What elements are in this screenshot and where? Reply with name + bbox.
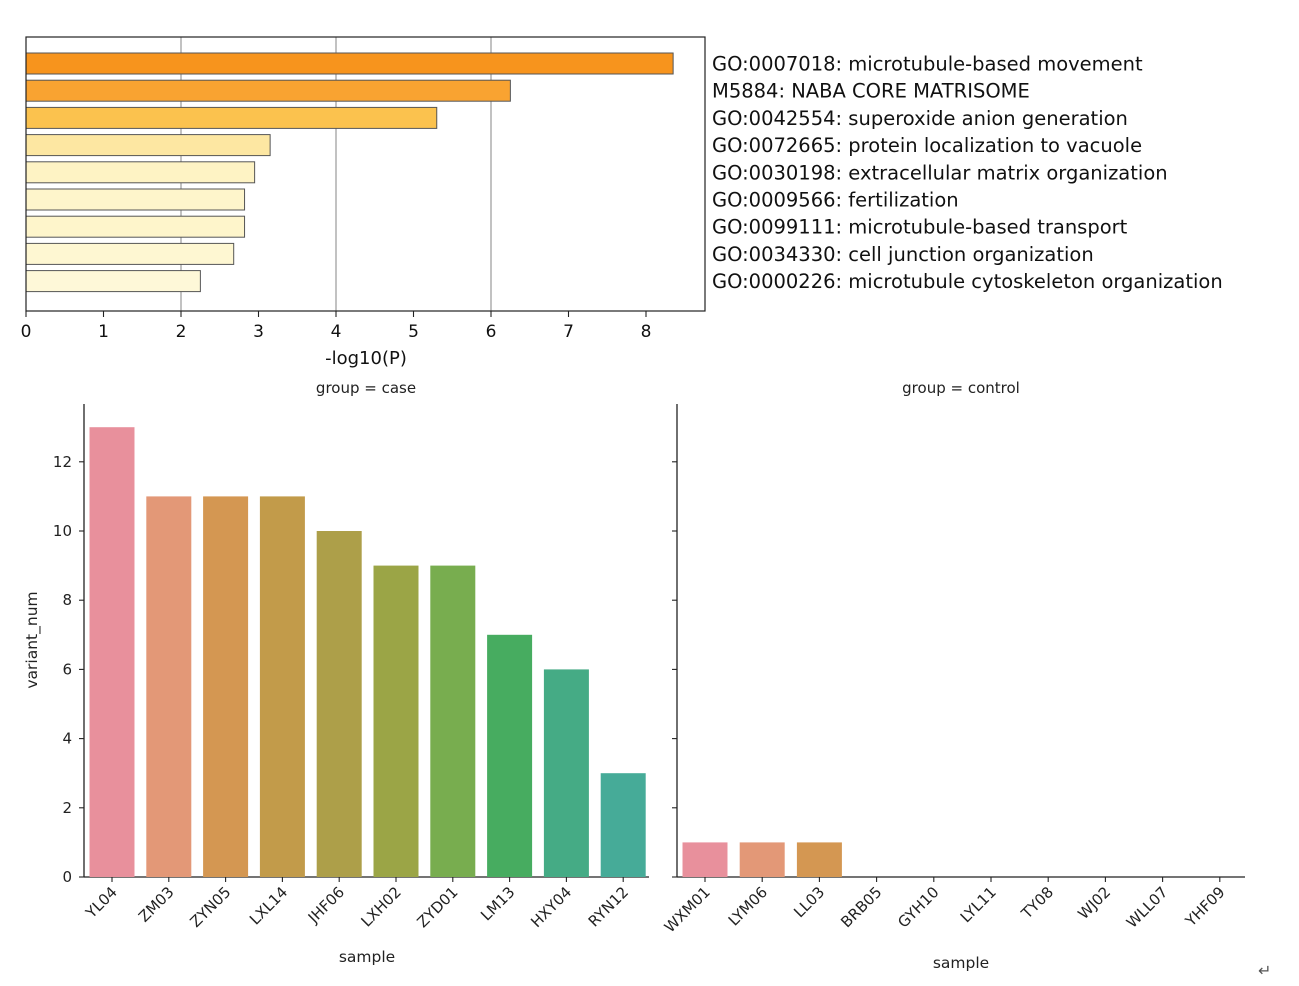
sample-label: WXM01 (661, 883, 714, 936)
x-tick-label: 7 (563, 322, 574, 342)
enrichment-term-label: GO:0072665: protein localization to vacu… (712, 134, 1142, 157)
control-group-bar-chart: group = control WXM01 LYM06 LL03 BRB05 GYH10… (661, 379, 1245, 972)
sample-label: GYH10 (894, 883, 942, 931)
sample-label: LM13 (477, 883, 518, 924)
enrichment-term-label: GO:0034330: cell junction organization (712, 243, 1094, 266)
control-x-ticks: WXM01 LYM06 LL03 BRB05 GYH10 LYL11 TY08 WJ02 WLL… (661, 877, 1229, 936)
control-y-ticks (672, 461, 677, 878)
x-tick-label: 4 (331, 322, 342, 342)
sample-label: BRB05 (837, 883, 885, 931)
control-panel-title: group = control (902, 379, 1020, 397)
sample-label: WJ02 (1074, 883, 1114, 923)
sample-bar (682, 842, 728, 877)
enrichment-term-label: GO:0042554: superoxide anion generation (712, 107, 1128, 130)
sample-label: TY08 (1017, 883, 1057, 923)
sample-label: ZYD01 (413, 883, 461, 931)
sample-label: JHF06 (304, 883, 348, 927)
x-tick-label: 3 (253, 322, 264, 342)
x-tick-label: 6 (486, 322, 497, 342)
sample-bar (373, 565, 419, 877)
sample-label: LL03 (790, 883, 828, 921)
sample-bar (203, 496, 249, 877)
enrichment-bar (25, 270, 201, 293)
x-tick-label: 8 (641, 322, 652, 342)
enrichment-bars (25, 52, 674, 293)
x-tick-label: 5 (408, 322, 419, 342)
enrichment-bar (25, 134, 271, 157)
sample-label: LYM06 (725, 883, 771, 929)
y-tick-label: 10 (53, 522, 72, 540)
x-tick-label: 2 (176, 322, 187, 342)
enrichment-term-label: GO:0099111: microtubule-based transport (712, 216, 1128, 239)
sample-bar (316, 531, 362, 877)
enrichment-bar (25, 188, 246, 211)
case-x-ticks: YL04 ZM03 ZYN05 LXL14 JHF06 LXH02 ZYD01 LM13 HXY… (82, 877, 632, 931)
sample-label: LYL11 (957, 883, 1000, 926)
y-tick-label: 8 (62, 591, 72, 609)
enrichment-bar (25, 52, 674, 75)
case-y-axis-label: variant_num (23, 591, 42, 688)
control-bars (682, 842, 842, 877)
sample-bar (796, 842, 842, 877)
case-y-ticks: 0 2 4 6 8 10 12 (53, 453, 84, 886)
return-mark-icon: ↵ (1258, 961, 1271, 980)
sample-label: ZYN05 (187, 883, 235, 931)
enrichment-term-label: GO:0030198: extracellular matrix organiz… (712, 161, 1168, 184)
sample-label: HXY04 (527, 883, 575, 931)
x-tick-label: 0 (21, 322, 32, 342)
enrichment-term-label: GO:0007018: microtubule-based movement (712, 53, 1143, 76)
enrichment-bar (25, 79, 511, 102)
sample-bar (89, 427, 135, 877)
sample-bar (739, 842, 785, 877)
sample-bar (600, 773, 646, 877)
sample-label: ZM03 (135, 883, 178, 926)
sample-bar (487, 634, 533, 877)
case-panel-title: group = case (316, 379, 416, 397)
enrichment-bar (25, 215, 246, 238)
case-bars (89, 427, 646, 877)
enrichment-plot-frame (25, 36, 706, 312)
control-x-axis-label: sample (933, 954, 989, 972)
sample-label: WLL07 (1123, 883, 1172, 932)
sample-bar (430, 565, 476, 877)
sample-label: YL04 (82, 883, 121, 922)
y-tick-label: 6 (62, 660, 72, 678)
enrichment-bar (25, 161, 256, 184)
enrichment-x-ticks: 0 1 2 3 4 5 6 7 8 (21, 311, 652, 342)
enrichment-x-axis-label: -log10(P) (325, 348, 407, 369)
sample-label: YHF09 (1181, 883, 1228, 930)
y-tick-label: 12 (53, 453, 72, 471)
enrichment-term-label: M5884: NABA CORE MATRISOME (712, 80, 1030, 103)
sample-bar (146, 496, 192, 877)
y-tick-label: 0 (62, 868, 72, 886)
case-x-axis-label: sample (339, 948, 395, 966)
case-group-bar-chart: group = case 0 2 4 6 8 10 12 YL04 ZM03 ZYN05 LXL1… (23, 379, 649, 966)
x-tick-label: 1 (98, 322, 109, 342)
enrichment-bar (25, 106, 438, 129)
y-tick-label: 2 (62, 799, 72, 817)
sample-bar (259, 496, 305, 877)
sample-bar (543, 669, 589, 877)
sample-label: LXL14 (246, 883, 291, 928)
enrichment-bar (25, 242, 235, 265)
sample-label: RYN12 (585, 883, 632, 930)
enrichment-term-labels: GO:0007018: microtubule-based movement M5… (712, 53, 1223, 294)
enrichment-term-label: GO:0009566: fertilization (712, 189, 959, 212)
y-tick-label: 4 (62, 730, 72, 748)
enrichment-bar-chart: 0 1 2 3 4 5 6 7 8 GO:0007018: microtubule-based … (21, 36, 1223, 369)
sample-label: LXH02 (357, 883, 404, 930)
enrichment-term-label: GO:0000226: microtubule cytoskeleton org… (712, 270, 1223, 293)
